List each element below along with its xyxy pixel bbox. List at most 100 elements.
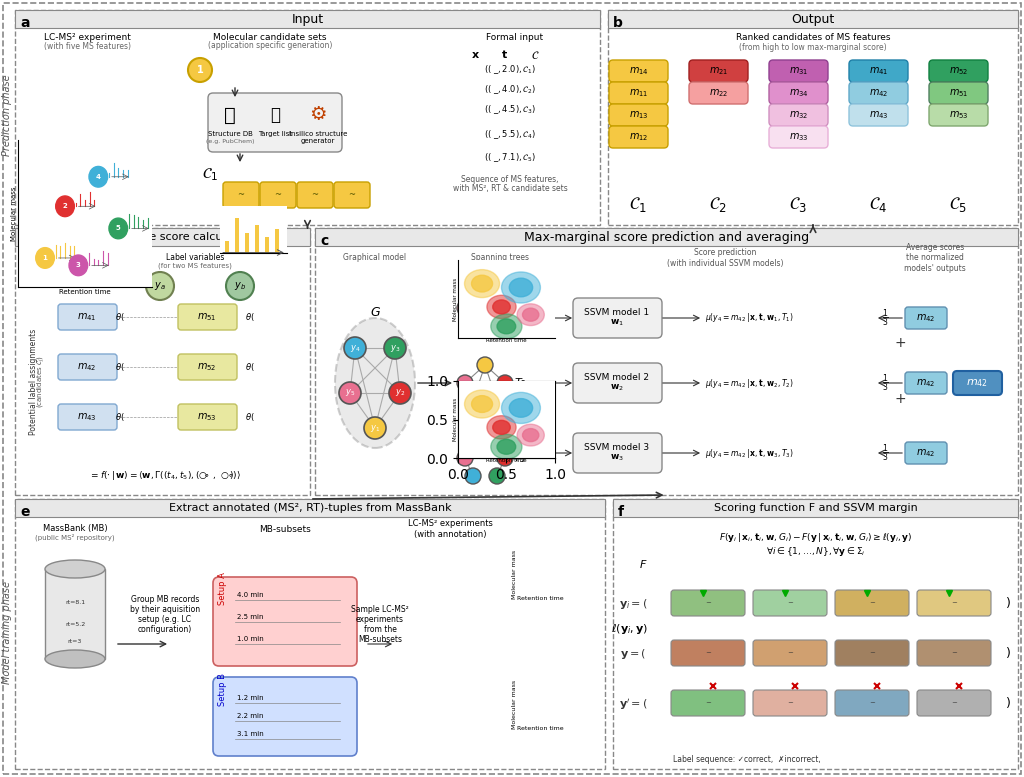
Text: $y_a$: $y_a$ — [155, 280, 166, 292]
Circle shape — [465, 270, 500, 298]
Text: $m_{42}$: $m_{42}$ — [916, 377, 936, 389]
Text: Retention time: Retention time — [517, 726, 563, 731]
Circle shape — [339, 382, 361, 404]
FancyBboxPatch shape — [835, 640, 909, 666]
Text: $\mathcal{C}$: $\mathcal{C}$ — [530, 49, 540, 61]
Text: 4: 4 — [96, 174, 100, 179]
FancyBboxPatch shape — [178, 354, 237, 380]
Text: $((\ \_, 4.0), \mathcal{C}_2)$: $((\ \_, 4.0), \mathcal{C}_2)$ — [484, 84, 536, 96]
Text: $\frac{1}{3}$: $\frac{1}{3}$ — [882, 307, 889, 329]
FancyBboxPatch shape — [905, 372, 947, 394]
Circle shape — [344, 337, 366, 359]
Text: Label variables: Label variables — [166, 253, 224, 263]
Circle shape — [465, 390, 500, 418]
FancyBboxPatch shape — [918, 690, 991, 716]
Circle shape — [489, 393, 505, 409]
Circle shape — [487, 295, 516, 319]
FancyBboxPatch shape — [769, 126, 828, 148]
Text: Label sequence: ✓correct,  ✗incorrect,: Label sequence: ✓correct, ✗incorrect, — [673, 754, 821, 764]
Text: $y_5$: $y_5$ — [345, 388, 355, 399]
Circle shape — [487, 416, 516, 439]
Text: $\mu(y_4 = m_{42}\,|\,\mathbf{x}, \mathbf{t}, \mathbf{w}_2, T_2)$: $\mu(y_4 = m_{42}\,|\,\mathbf{x}, \mathb… — [705, 377, 794, 389]
FancyBboxPatch shape — [918, 590, 991, 616]
Circle shape — [36, 248, 54, 268]
Text: Insilico structure: Insilico structure — [289, 131, 347, 137]
Text: $m_{12}$: $m_{12}$ — [629, 131, 648, 143]
Text: 5: 5 — [116, 225, 121, 232]
FancyBboxPatch shape — [929, 60, 988, 82]
Circle shape — [477, 357, 493, 373]
Text: Molecular mass: Molecular mass — [512, 679, 517, 729]
Text: setup (e.g. LC: setup (e.g. LC — [138, 615, 191, 623]
Text: Molecular mass: Molecular mass — [512, 549, 517, 598]
Text: 📋: 📋 — [270, 106, 280, 124]
Text: $\mu(y_4 = m_{42}\,|\,\mathbf{x}, \mathbf{t}, \mathbf{w}_1, T_1)$: $\mu(y_4 = m_{42}\,|\,\mathbf{x}, \mathb… — [705, 312, 794, 325]
Text: ~: ~ — [274, 190, 282, 200]
Text: $\theta($: $\theta($ — [115, 361, 125, 373]
Text: $m_{51}$: $m_{51}$ — [198, 311, 217, 323]
Text: (with five MS features): (with five MS features) — [43, 41, 130, 51]
Circle shape — [502, 272, 541, 303]
Text: $\mu(y_4 = m_{42}\,|\,\mathbf{x}, \mathbf{t}, \mathbf{w}_3, T_3)$: $\mu(y_4 = m_{42}\,|\,\mathbf{x}, \mathb… — [705, 447, 794, 459]
Text: $\theta($: $\theta($ — [115, 411, 125, 423]
Text: Node and edge score calculation: Node and edge score calculation — [71, 232, 254, 242]
Text: $m_{42}$: $m_{42}$ — [916, 447, 936, 459]
Text: Molecular candidate sets: Molecular candidate sets — [213, 33, 327, 43]
Circle shape — [384, 337, 406, 359]
Text: $\mathcal{C}_1$: $\mathcal{C}_1$ — [629, 196, 647, 214]
Text: SSVM model 3
$\mathbf{w}_3$: SSVM model 3 $\mathbf{w}_3$ — [585, 443, 649, 463]
FancyBboxPatch shape — [918, 640, 991, 666]
FancyBboxPatch shape — [608, 10, 1018, 28]
Text: $m_{33}$: $m_{33}$ — [788, 131, 808, 143]
Text: (public MS² repository): (public MS² repository) — [35, 533, 115, 541]
Text: Sample LC-MS²: Sample LC-MS² — [351, 605, 409, 614]
FancyBboxPatch shape — [208, 93, 342, 152]
Circle shape — [490, 434, 522, 459]
Text: $y_1$: $y_1$ — [370, 423, 380, 434]
Text: $T_1$: $T_1$ — [513, 301, 526, 315]
Text: d: d — [20, 234, 30, 248]
Text: $m_{41}$: $m_{41}$ — [77, 311, 96, 323]
Text: +: + — [894, 336, 906, 350]
Text: (application specific generation): (application specific generation) — [208, 41, 332, 51]
Text: Input: Input — [292, 12, 324, 26]
Text: ): ) — [1006, 646, 1011, 660]
Circle shape — [55, 196, 75, 217]
Text: Setup B: Setup B — [218, 673, 227, 706]
Text: $\theta($: $\theta($ — [115, 311, 125, 323]
Text: $m_{32}$: $m_{32}$ — [788, 109, 808, 121]
FancyBboxPatch shape — [15, 228, 310, 246]
Text: configuration): configuration) — [138, 625, 193, 633]
Text: 1: 1 — [197, 65, 204, 75]
Text: $\mathcal{C}_1$: $\mathcal{C}_1$ — [202, 166, 218, 183]
X-axis label: Retention time: Retention time — [486, 338, 526, 343]
FancyBboxPatch shape — [573, 298, 662, 338]
Text: $m_{34}$: $m_{34}$ — [788, 87, 808, 99]
FancyBboxPatch shape — [609, 126, 668, 148]
Text: ~: ~ — [706, 600, 711, 606]
Circle shape — [522, 429, 539, 441]
FancyBboxPatch shape — [671, 640, 745, 666]
FancyBboxPatch shape — [213, 577, 357, 666]
FancyBboxPatch shape — [334, 182, 370, 208]
Text: $m_{14}$: $m_{14}$ — [629, 65, 648, 77]
Text: Spanning trees: Spanning trees — [471, 253, 529, 263]
Text: $\mathbf{y}' = ($: $\mathbf{y}' = ($ — [618, 696, 647, 712]
Text: Target list: Target list — [258, 131, 292, 137]
Circle shape — [509, 278, 532, 297]
Text: $= f(\cdot\,|\,\mathbf{w}) = \langle \mathbf{w}, \Gamma\left((t_4, t_5), (\bigci: $= f(\cdot\,|\,\mathbf{w}) = \langle \ma… — [89, 469, 241, 483]
Text: $\frac{1}{3}$: $\frac{1}{3}$ — [882, 372, 889, 394]
Text: $((\ \_, 4.5), \mathcal{C}_3)$: $((\ \_, 4.5), \mathcal{C}_3)$ — [484, 103, 536, 117]
Text: $\frac{1}{3}$: $\frac{1}{3}$ — [882, 442, 889, 464]
FancyBboxPatch shape — [849, 82, 908, 104]
Text: $m_{43}$: $m_{43}$ — [77, 411, 97, 423]
Text: generator: generator — [301, 138, 335, 144]
Y-axis label: Molecular mass: Molecular mass — [453, 398, 458, 441]
Text: $m_{11}$: $m_{11}$ — [629, 87, 648, 99]
Text: ~: ~ — [869, 700, 874, 706]
Text: $m_{41}$: $m_{41}$ — [868, 65, 888, 77]
Text: ): ) — [1006, 597, 1011, 609]
Circle shape — [497, 319, 516, 334]
Text: $y_3$: $y_3$ — [390, 343, 400, 354]
Circle shape — [471, 275, 493, 292]
